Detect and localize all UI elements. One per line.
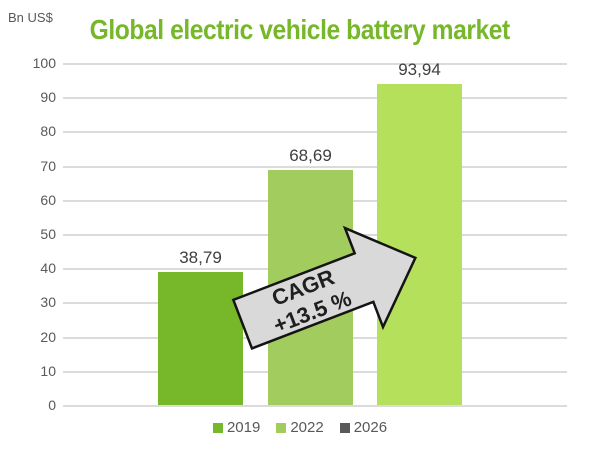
bar-2026: 93,94: [377, 60, 462, 405]
legend-swatch-icon: [276, 422, 287, 433]
y-axis-tick-label: 20: [40, 328, 56, 345]
legend-item-2026: 2026: [339, 419, 388, 436]
y-axis-tick-label: 30: [40, 294, 56, 311]
y-axis-tick-label: 0: [48, 397, 56, 413]
legend-item-2022: 2022: [276, 419, 324, 436]
y-axis-unit-label: Bn US$: [8, 10, 53, 25]
y-axis-tick-label: 40: [40, 260, 56, 277]
legend-swatch-icon: [212, 422, 223, 433]
chart-title-text: Global electric vehicle battery market: [89, 14, 511, 45]
legend-label: 2026: [353, 419, 388, 436]
y-axis-tick-label: 70: [40, 157, 56, 174]
bar-value-label: 93,94: [398, 59, 441, 79]
legend-label: 2022: [290, 419, 324, 436]
gridline: [63, 63, 567, 65]
y-axis-tick-label: 100: [32, 55, 56, 71]
bar-value-label: 38,79: [179, 248, 222, 268]
legend: 2019 2022 2026: [0, 419, 600, 436]
bar-value-label: 68,69: [289, 146, 332, 166]
legend-swatch-icon: [339, 422, 350, 433]
y-axis-tick-label: 10: [40, 362, 56, 379]
y-axis-tick-label: 50: [40, 226, 56, 242]
gridline: [63, 97, 567, 100]
y-axis-tick-label: 90: [40, 89, 56, 106]
cagr-arrow-annotation: CAGR +13.5 %: [231, 225, 418, 351]
chart-title: Global electric vehicle battery market: [0, 14, 600, 46]
y-axis-tick-label: 80: [40, 123, 56, 140]
gridline: [63, 165, 567, 168]
block-arrow-shape: [231, 225, 418, 351]
y-axis-tick-label: 60: [40, 191, 56, 208]
legend-label: 2019: [226, 419, 261, 436]
bar-2019: 38,79: [158, 248, 243, 405]
gridline: [63, 131, 567, 134]
gridline: [63, 405, 567, 407]
legend-item-2019: 2019: [212, 419, 261, 436]
